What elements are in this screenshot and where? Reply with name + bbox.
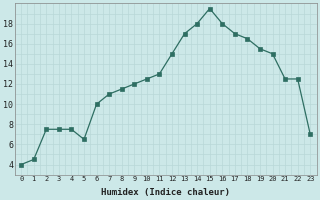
X-axis label: Humidex (Indice chaleur): Humidex (Indice chaleur): [101, 188, 230, 197]
